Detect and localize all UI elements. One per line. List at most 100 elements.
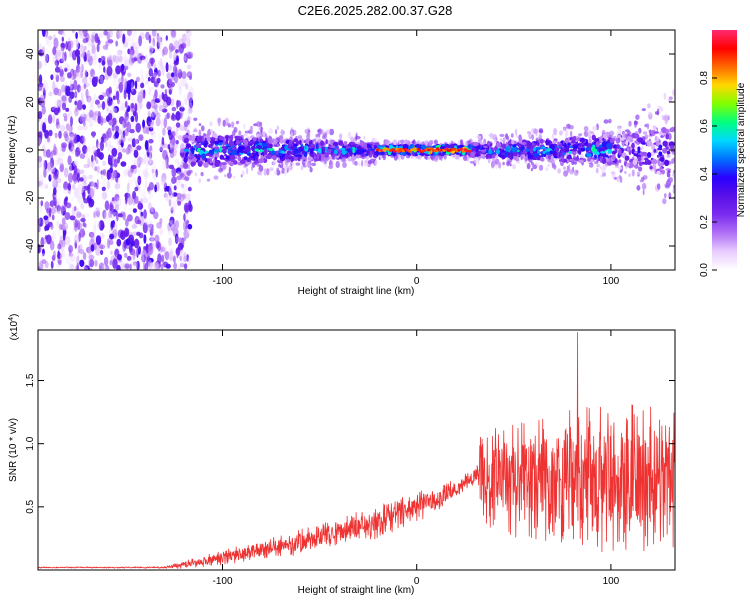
noise-cell [78,188,85,194]
noise-cell [160,263,164,270]
noise-cell [183,229,190,239]
spectrogram-ytick-label: 20 [25,96,36,108]
band-core-cell [656,141,660,147]
band-halo-cell [275,129,278,135]
noise-cell [61,224,67,231]
noise-cell [76,172,80,183]
band-halo-cell [588,134,591,139]
noise-cell [114,183,121,190]
noise-cell [82,38,88,44]
noise-cell [74,91,78,99]
band-core-cell [225,140,229,145]
band-halo-cell [661,114,664,120]
noise-cell [183,93,187,101]
noise-cell [148,112,154,118]
noise-cell [174,220,179,230]
band-halo-cell [648,111,653,115]
band-core-cell [294,149,299,154]
band-core-cell [192,158,198,162]
band-core-cell [558,143,563,148]
band-core-cell [241,145,245,151]
band-core-cell [275,137,281,142]
noise-cell [81,92,84,102]
band-core-cell [229,154,236,160]
noise-cell [111,197,115,202]
band-core-cell [290,155,294,162]
band-core-cell [670,150,675,153]
noise-cell [98,57,102,64]
noise-cell [53,197,57,207]
noise-cell [65,41,69,50]
band-halo-cell [218,168,223,173]
band-halo-cell [489,132,494,139]
noise-cell [54,61,58,67]
band-core-cell [617,134,622,139]
band-halo-cell [280,128,285,137]
noise-cell [70,116,73,127]
noise-cell [172,255,176,263]
noise-cell [78,30,83,37]
noise-cell [92,132,95,138]
band-halo-cell [520,154,523,161]
noise-cell [156,77,161,84]
noise-cell [109,92,112,100]
band-core-cell [321,150,325,155]
noise-cell [44,117,48,123]
noise-cell [148,190,153,200]
band-core-cell [532,147,536,152]
band-core-cell [245,161,251,165]
noise-cell [48,91,53,97]
band-core-cell [260,148,263,154]
noise-cell [98,94,104,101]
band-halo-cell [209,129,214,133]
noise-cell [168,64,173,71]
noise-cell [131,42,136,47]
noise-cell [94,33,99,44]
band-core-cell [602,138,605,142]
noise-cell [124,100,128,108]
band-halo-cell [187,116,192,121]
noise-cell [181,77,187,87]
noise-cell [61,144,66,153]
noise-cell [77,184,84,191]
noise-cell [97,39,101,45]
band-halo-cell [335,160,340,169]
noise-cell [170,206,175,211]
noise-cell [155,117,161,127]
noise-cell [162,245,168,252]
band-core-cell [222,149,226,153]
spectrogram-ytick-label: -40 [25,238,36,253]
noise-cell [38,217,44,227]
band-core-cell [480,153,484,159]
noise-cell [113,193,119,203]
band-core-cell [626,136,632,141]
spectrogram-ytick-label: 40 [25,48,36,60]
noise-cell [70,146,76,155]
noise-cell [63,167,69,178]
noise-cell [63,115,68,122]
band-core-cell [594,148,598,154]
noise-cell [95,207,100,215]
noise-cell [80,203,85,210]
noise-cell [101,60,106,66]
noise-cell [122,120,125,130]
band-core-cell [568,158,575,162]
band-halo-cell [610,171,616,175]
band-core-cell [618,159,622,164]
band-halo-cell [339,133,343,140]
noise-cell [38,60,43,70]
noise-cell [94,224,97,229]
band-halo-cell [491,160,495,169]
noise-cell [57,157,63,165]
noise-cell [86,246,92,254]
band-core-cell [206,136,212,142]
band-halo-cell [618,166,623,170]
band-core-cell [642,131,648,135]
noise-cell [96,211,100,219]
noise-cell [99,140,104,151]
noise-cell [154,184,158,193]
noise-cell [67,155,72,166]
noise-cell [90,68,95,78]
band-halo-cell [665,184,670,189]
band-halo-cell [530,161,534,166]
